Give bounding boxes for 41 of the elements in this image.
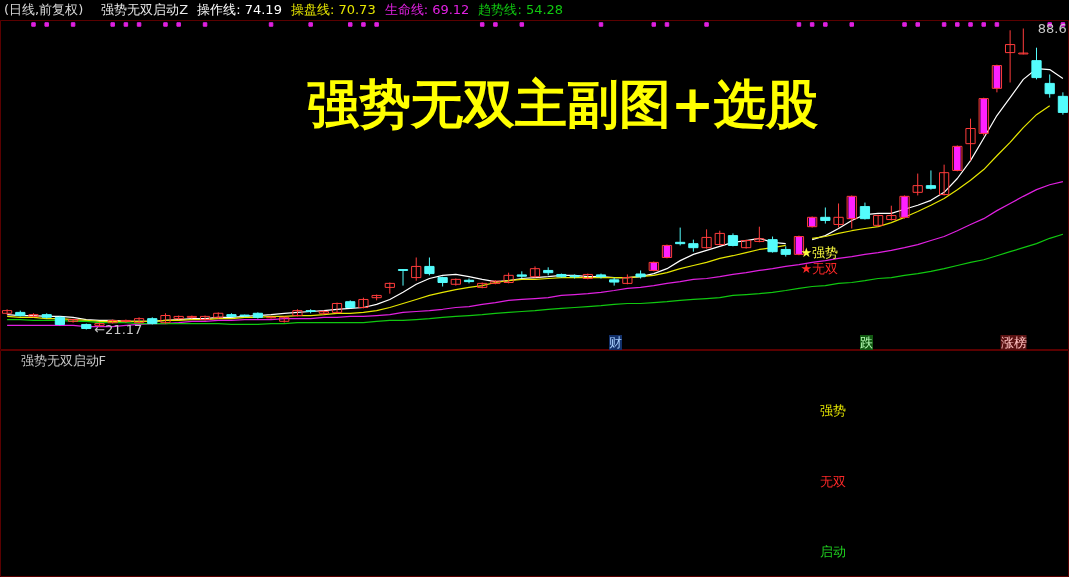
candlestick xyxy=(67,318,79,324)
annotation: ←21.17 xyxy=(94,322,143,337)
candlestick xyxy=(1044,73,1055,99)
candlestick xyxy=(397,269,409,287)
annotation: ★无双 xyxy=(800,261,839,276)
legend-title: 强势无双启动Z xyxy=(101,2,189,17)
text: 强势无双启动F xyxy=(20,353,106,368)
candlestick xyxy=(1057,91,1069,116)
annotation: 88.6 xyxy=(1037,21,1067,36)
text: 无双 xyxy=(819,474,846,489)
text: 跌 xyxy=(860,335,873,350)
text: 趋势线: 54.28 xyxy=(478,2,564,17)
text: 生命线: 69.12 xyxy=(384,2,470,17)
candlestick xyxy=(1004,29,1016,84)
candlestick xyxy=(384,282,395,295)
candlestick xyxy=(833,202,844,229)
candlestick xyxy=(1031,47,1042,80)
text: 操作线: 74.19 xyxy=(197,2,282,17)
candlestick xyxy=(331,302,343,314)
text: 强势无双主副图+选股 xyxy=(306,73,819,134)
candlestick xyxy=(1,308,13,316)
text: 强势 xyxy=(819,403,846,418)
candlestick xyxy=(529,265,541,279)
candlestick xyxy=(873,214,884,228)
candlestick xyxy=(701,228,712,250)
candlestick xyxy=(965,118,976,162)
chart-subtitle: (日线,前复权) xyxy=(4,2,84,17)
text: 操盘线: 70.73 xyxy=(290,2,376,17)
candlestick xyxy=(160,312,171,325)
candlestick xyxy=(925,169,937,191)
text: 财 xyxy=(609,335,622,350)
candlestick xyxy=(846,194,857,229)
candlestick xyxy=(939,164,950,196)
text: 涨榜 xyxy=(1000,335,1027,350)
candlestick xyxy=(411,257,422,282)
candlestick xyxy=(912,173,923,196)
candlestick xyxy=(133,316,145,325)
candlestick xyxy=(1018,28,1029,55)
text: 启动 xyxy=(819,544,846,559)
candlestick xyxy=(265,315,277,320)
annotation: ★强势 xyxy=(800,245,839,260)
